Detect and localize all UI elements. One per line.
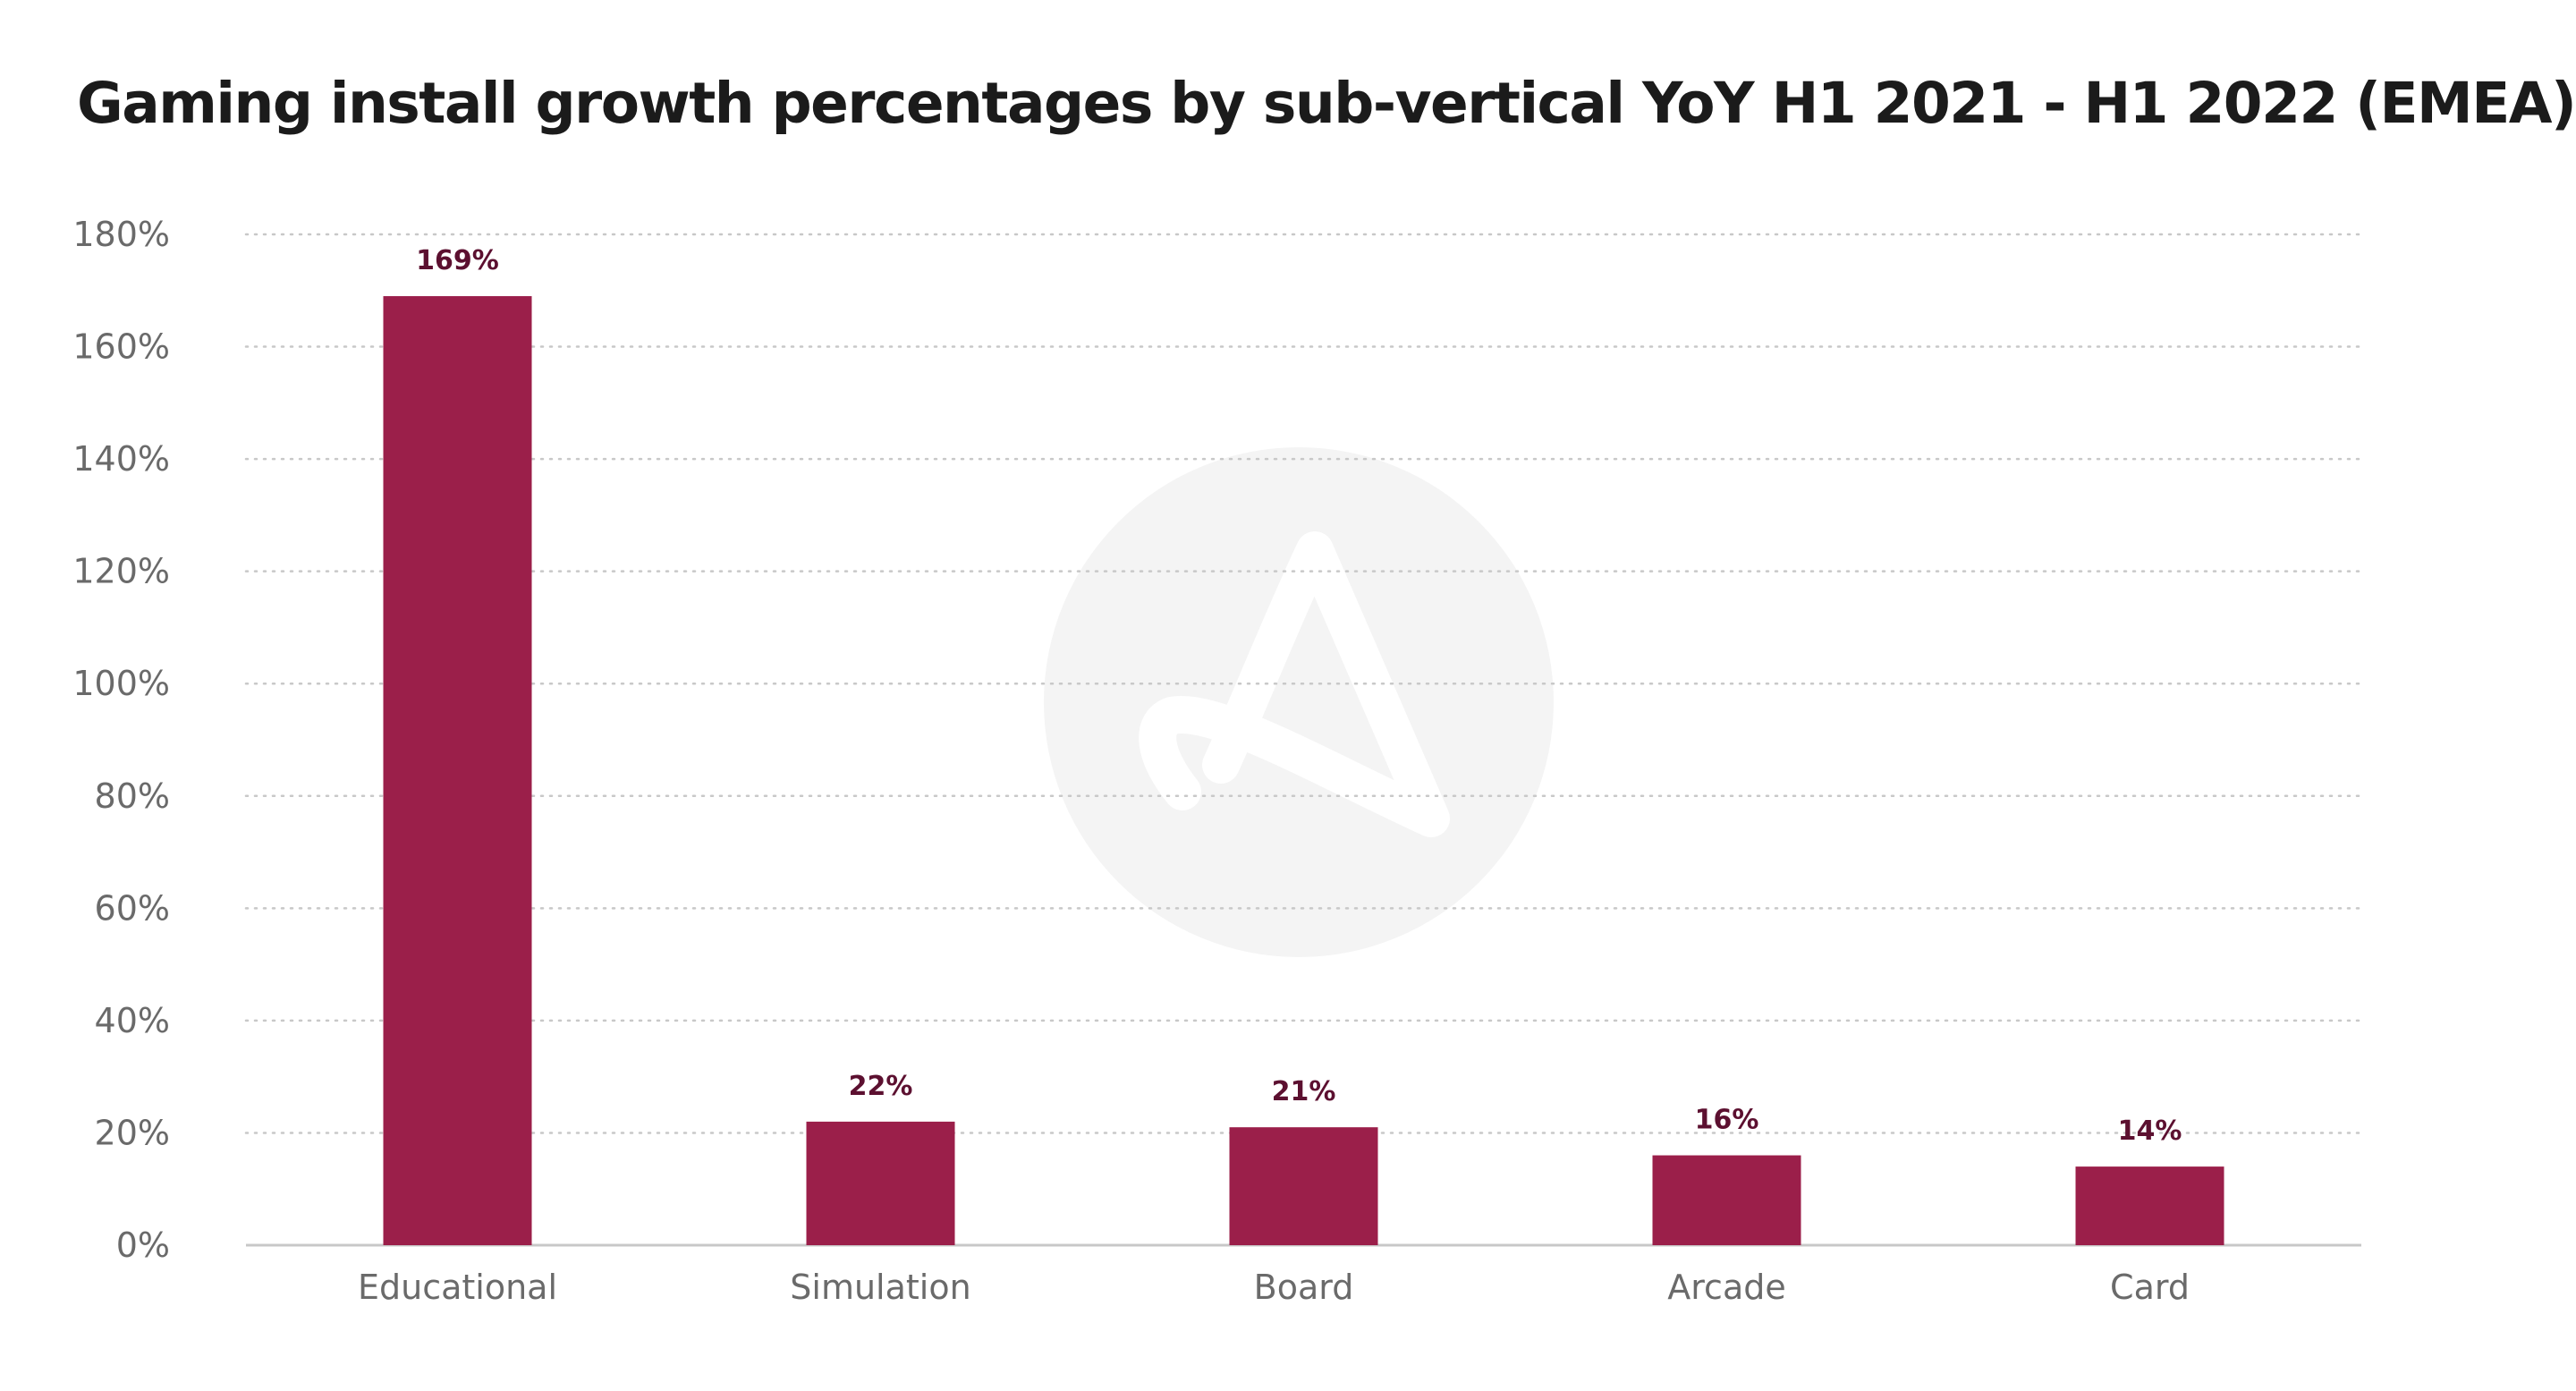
x-tick-label: Simulation xyxy=(790,1268,970,1307)
x-tick-label: Card xyxy=(2110,1268,2190,1307)
y-tick-label: 60% xyxy=(95,888,170,928)
y-tick-label: 180% xyxy=(72,215,170,254)
brand-logo-watermark-icon xyxy=(1044,447,1554,957)
data-label: 169% xyxy=(416,245,499,276)
bar-card xyxy=(2075,1166,2224,1245)
data-label: 14% xyxy=(2118,1115,2182,1147)
data-label: 21% xyxy=(1272,1076,1336,1107)
bar-board xyxy=(1229,1127,1378,1245)
y-tick-label: 0% xyxy=(116,1226,170,1265)
y-tick-label: 20% xyxy=(95,1113,170,1152)
bar-arcade xyxy=(1652,1155,1801,1245)
x-tick-label: Arcade xyxy=(1667,1268,1785,1307)
chart-title: Gaming install growth percentages by sub… xyxy=(77,71,2576,136)
y-tick-label: 100% xyxy=(72,664,170,703)
y-tick-label: 120% xyxy=(72,552,170,591)
data-label: 22% xyxy=(849,1071,913,1102)
y-tick-label: 80% xyxy=(95,776,170,816)
bar-educational xyxy=(383,296,532,1245)
y-tick-label: 40% xyxy=(95,1001,170,1040)
x-tick-label: Educational xyxy=(358,1268,557,1307)
bar-simulation xyxy=(806,1121,955,1245)
x-tick-label: Board xyxy=(1254,1268,1354,1307)
data-label: 16% xyxy=(1695,1105,1759,1136)
y-tick-label: 140% xyxy=(72,439,170,479)
y-tick-label: 160% xyxy=(72,327,170,367)
